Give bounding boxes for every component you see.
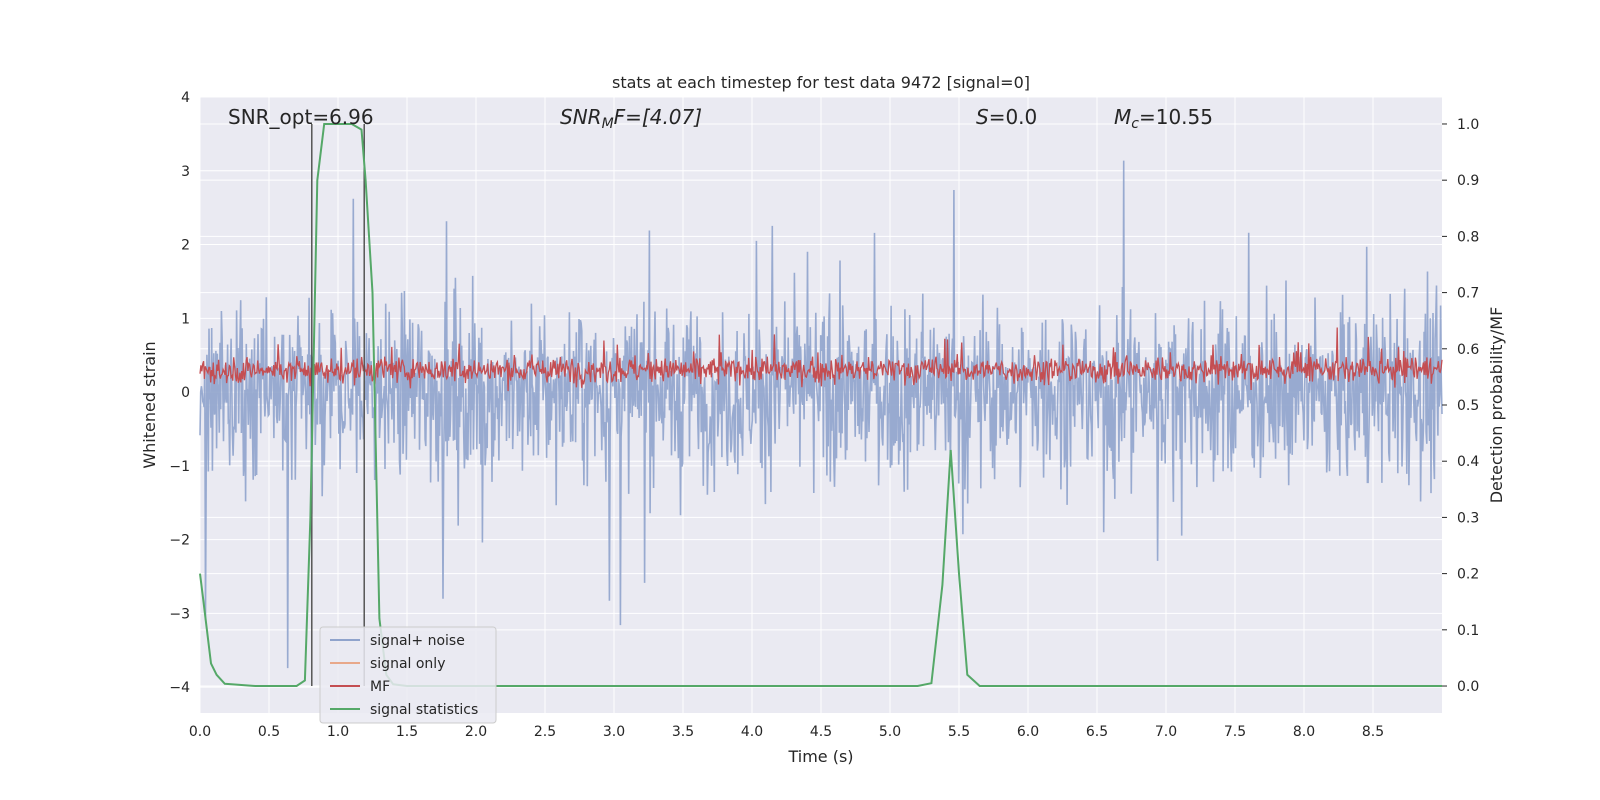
- annotation-mc-main: M: [1114, 105, 1131, 129]
- x-tick-2: 1.0: [327, 724, 349, 740]
- x-axis-label: Time (s): [787, 747, 853, 766]
- y2-tick-6: 0.4: [1457, 454, 1479, 470]
- x-tick-16: 8.0: [1293, 724, 1315, 740]
- y-tick-8: −4: [169, 680, 190, 696]
- y2-tick-9: 0.1: [1457, 623, 1479, 639]
- y2-tick-1: 0.9: [1457, 173, 1479, 189]
- signal-noise-line: [199, 160, 1443, 669]
- y-tick-2: 2: [181, 238, 190, 254]
- x-tick-1: 0.5: [258, 724, 280, 740]
- grid-lines: [199, 96, 1442, 713]
- x-tick-12: 6.0: [1017, 724, 1039, 740]
- annotation-s-main: S: [976, 105, 989, 129]
- y2-tick-0: 1.0: [1457, 117, 1479, 133]
- y2-tick-8: 0.2: [1457, 567, 1479, 583]
- y-tick-3: 1: [181, 311, 190, 327]
- x-tick-9: 4.5: [810, 724, 832, 740]
- annotation-s-rest: =0.0: [989, 105, 1038, 129]
- legend-box: [319, 626, 497, 724]
- x-tick-14: 7.0: [1155, 724, 1177, 740]
- y-tick-1: 3: [181, 164, 190, 180]
- y2-tick-labels: 1.0 0.9 0.8 0.7 0.6 0.5 0.4 0.3 0.2 0.1 0.0: [1442, 117, 1479, 695]
- y-tick-labels: 4 3 2 1 0 −1 −2 −3 −4: [169, 90, 190, 696]
- annotation-mc-rest: =10.55: [1139, 105, 1213, 129]
- y2-tick-10: 0.0: [1457, 679, 1479, 695]
- mf-line: [199, 327, 1443, 392]
- y-tick-6: −2: [169, 533, 190, 549]
- x-tick-17: 8.5: [1362, 724, 1384, 740]
- annotation-snr-opt: SNR_opt=6.96: [228, 105, 374, 129]
- signal-noise-series: [199, 160, 1443, 669]
- y-tick-0: 4: [181, 90, 190, 106]
- annotation-s: S=0.0: [976, 105, 1037, 129]
- legend: signal+ noise signal only MF signal stat…: [319, 626, 497, 724]
- y2-tick-4: 0.6: [1457, 342, 1479, 358]
- y-tick-5: −1: [169, 459, 190, 475]
- legend-label-signal-noise: signal+ noise: [370, 633, 465, 649]
- annotation-snr-mf-rest: F=[4.07]: [614, 105, 702, 129]
- chart-title: stats at each timestep for test data 947…: [612, 73, 1030, 92]
- annotation-snr-mf-main: SNR: [560, 105, 602, 129]
- annotation-mc-sub: c: [1131, 116, 1139, 132]
- x-tick-7: 3.5: [672, 724, 694, 740]
- mf-series: [199, 327, 1443, 392]
- y2-tick-2: 0.8: [1457, 229, 1479, 245]
- x-tick-13: 6.5: [1086, 724, 1108, 740]
- legend-label-signal-only: signal only: [370, 656, 445, 672]
- y2-tick-3: 0.7: [1457, 286, 1479, 302]
- x-tick-0: 0.0: [189, 724, 211, 740]
- x-tick-3: 1.5: [396, 724, 418, 740]
- y-tick-4: 0: [181, 385, 190, 401]
- x-tick-labels: 0.0 0.5 1.0 1.5 2.0 2.5 3.0 3.5 4.0 4.5 5.0 5.5 6.0 6…: [189, 724, 1384, 740]
- y-axis-label: Whitened strain: [140, 341, 159, 468]
- legend-label-signal-statistics: signal statistics: [370, 702, 478, 718]
- annotation-snr-mf-sub: M: [602, 116, 614, 132]
- x-tick-5: 2.5: [534, 724, 556, 740]
- annotation-mc: Mc=10.55: [1114, 105, 1213, 132]
- y2-axis-label: Detection probability/MF: [1487, 307, 1506, 504]
- x-tick-15: 7.5: [1224, 724, 1246, 740]
- x-tick-4: 2.0: [465, 724, 487, 740]
- y-tick-7: −3: [169, 606, 190, 622]
- x-tick-6: 3.0: [603, 724, 625, 740]
- y2-tick-5: 0.5: [1457, 398, 1479, 414]
- x-tick-10: 5.0: [879, 724, 901, 740]
- y2-tick-7: 0.3: [1457, 510, 1479, 526]
- x-tick-11: 5.5: [948, 724, 970, 740]
- legend-label-mf: MF: [370, 679, 390, 695]
- annotation-snr-mf: SNRMF=[4.07]: [560, 105, 702, 132]
- x-tick-8: 4.0: [741, 724, 763, 740]
